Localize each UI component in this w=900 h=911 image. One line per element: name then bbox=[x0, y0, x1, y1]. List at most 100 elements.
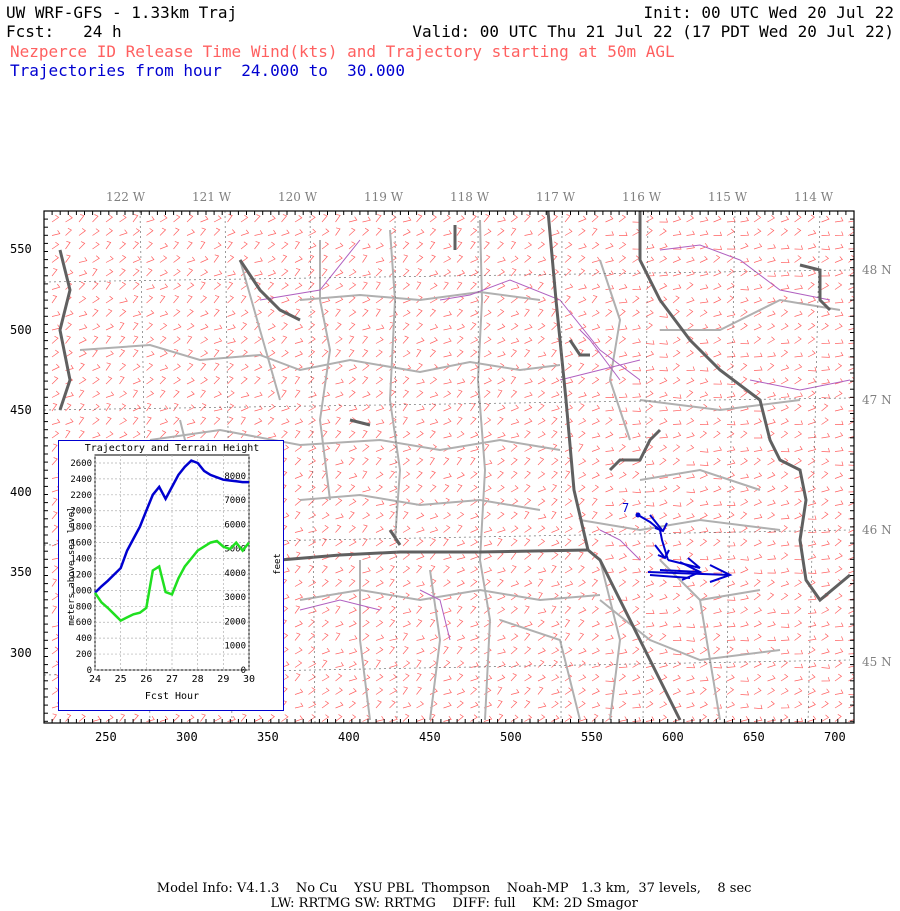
wind-barb bbox=[308, 470, 314, 479]
wind-barb bbox=[524, 295, 531, 304]
wind-barb bbox=[470, 376, 476, 385]
wind-barb bbox=[726, 646, 734, 655]
inset-left-tick: 2200 bbox=[70, 491, 92, 501]
wind-barb bbox=[375, 593, 384, 601]
wind-barb bbox=[537, 702, 547, 709]
wind-barb bbox=[578, 592, 585, 601]
wind-barb bbox=[65, 227, 72, 236]
wind-barb bbox=[281, 268, 289, 277]
wind-barb bbox=[510, 580, 520, 587]
wind-barb bbox=[672, 592, 681, 601]
wind-barb bbox=[119, 309, 127, 317]
wind-barb bbox=[443, 525, 451, 533]
wind-barb bbox=[645, 687, 654, 695]
wind-barb bbox=[335, 498, 343, 506]
wind-barb bbox=[470, 445, 479, 452]
wind-barb bbox=[564, 551, 571, 560]
wind-barb bbox=[821, 528, 831, 533]
wind-barb bbox=[254, 270, 263, 277]
wind-barb bbox=[119, 297, 128, 304]
wind-barb bbox=[483, 497, 490, 506]
wind-barb bbox=[726, 674, 735, 682]
wind-barb bbox=[119, 390, 127, 398]
wind-barb bbox=[645, 340, 655, 345]
wind-barb bbox=[335, 662, 344, 668]
wind-barb bbox=[92, 431, 101, 439]
wind-barb bbox=[173, 402, 179, 412]
wind-barb bbox=[727, 501, 736, 506]
wind-barb bbox=[767, 674, 776, 682]
wind-barb bbox=[780, 525, 788, 533]
wind-barb bbox=[470, 456, 476, 466]
wind-barb bbox=[348, 593, 357, 601]
wind-barb bbox=[686, 230, 695, 236]
wind-barb bbox=[389, 619, 396, 628]
wind-barb bbox=[659, 609, 669, 614]
wind-barb bbox=[726, 662, 736, 668]
wind-barb bbox=[281, 376, 288, 385]
wind-barb bbox=[618, 471, 627, 479]
wind-barb bbox=[821, 498, 829, 506]
wind-barb bbox=[416, 378, 425, 385]
wind-barb bbox=[497, 699, 503, 709]
wind-barb bbox=[281, 254, 288, 263]
wind-barb bbox=[375, 430, 382, 439]
wind-barb bbox=[362, 537, 368, 547]
wind-barb bbox=[564, 283, 574, 290]
wind-barb bbox=[726, 485, 735, 493]
wind-barb bbox=[618, 241, 627, 250]
wind-barb bbox=[686, 675, 695, 682]
wind-barb bbox=[308, 417, 316, 425]
wind-barb bbox=[740, 363, 748, 371]
wind-barb bbox=[375, 687, 384, 695]
wind-barb bbox=[551, 674, 560, 682]
wind-barb bbox=[510, 418, 520, 425]
lon-label-122w: 122 W bbox=[106, 190, 146, 204]
wind-barb bbox=[645, 390, 654, 398]
wind-barb bbox=[146, 350, 155, 358]
wind-barb bbox=[443, 457, 450, 466]
inset-right-tick: 2000 bbox=[224, 617, 246, 627]
wind-barb bbox=[848, 464, 854, 466]
wind-barb bbox=[254, 281, 261, 290]
wind-barb bbox=[92, 349, 98, 358]
wind-barb bbox=[227, 376, 234, 385]
lon-label-119w: 119 W bbox=[364, 190, 404, 204]
wind-barb bbox=[672, 336, 681, 344]
wind-barb bbox=[672, 216, 682, 223]
wind-barb bbox=[429, 323, 439, 331]
wind-barb bbox=[618, 541, 628, 547]
wind-barb bbox=[375, 484, 383, 493]
wind-barb bbox=[848, 621, 854, 628]
wind-barb bbox=[821, 272, 830, 277]
wind-barb bbox=[483, 214, 490, 223]
wind-barb bbox=[834, 673, 843, 682]
wind-barb bbox=[497, 295, 505, 304]
wind-barb bbox=[578, 619, 585, 628]
wind-barb bbox=[564, 228, 573, 236]
wind-barb bbox=[780, 514, 790, 520]
wind-barb bbox=[578, 700, 586, 709]
wind-barb bbox=[699, 430, 708, 439]
wind-barb bbox=[362, 659, 369, 668]
wind-barb bbox=[807, 433, 817, 439]
wind-barb bbox=[389, 715, 398, 722]
wind-barb bbox=[632, 579, 640, 587]
inset-right-tick: 1000 bbox=[224, 642, 246, 652]
wind-barb bbox=[605, 677, 614, 682]
wind-barb bbox=[65, 322, 72, 331]
wind-barb bbox=[335, 443, 341, 452]
wind-barb bbox=[564, 295, 571, 304]
wind-barb bbox=[294, 579, 303, 587]
wind-barb bbox=[740, 716, 749, 722]
wind-barb bbox=[375, 500, 385, 506]
wind-barb bbox=[443, 607, 452, 614]
wind-barb bbox=[402, 579, 411, 587]
wind-barb bbox=[497, 470, 504, 479]
wind-barb bbox=[470, 621, 479, 628]
wind-barb bbox=[618, 716, 628, 722]
wind-barb bbox=[119, 349, 126, 358]
wind-barb bbox=[105, 376, 113, 385]
wind-barb bbox=[470, 471, 478, 479]
wind-barb bbox=[686, 473, 695, 479]
